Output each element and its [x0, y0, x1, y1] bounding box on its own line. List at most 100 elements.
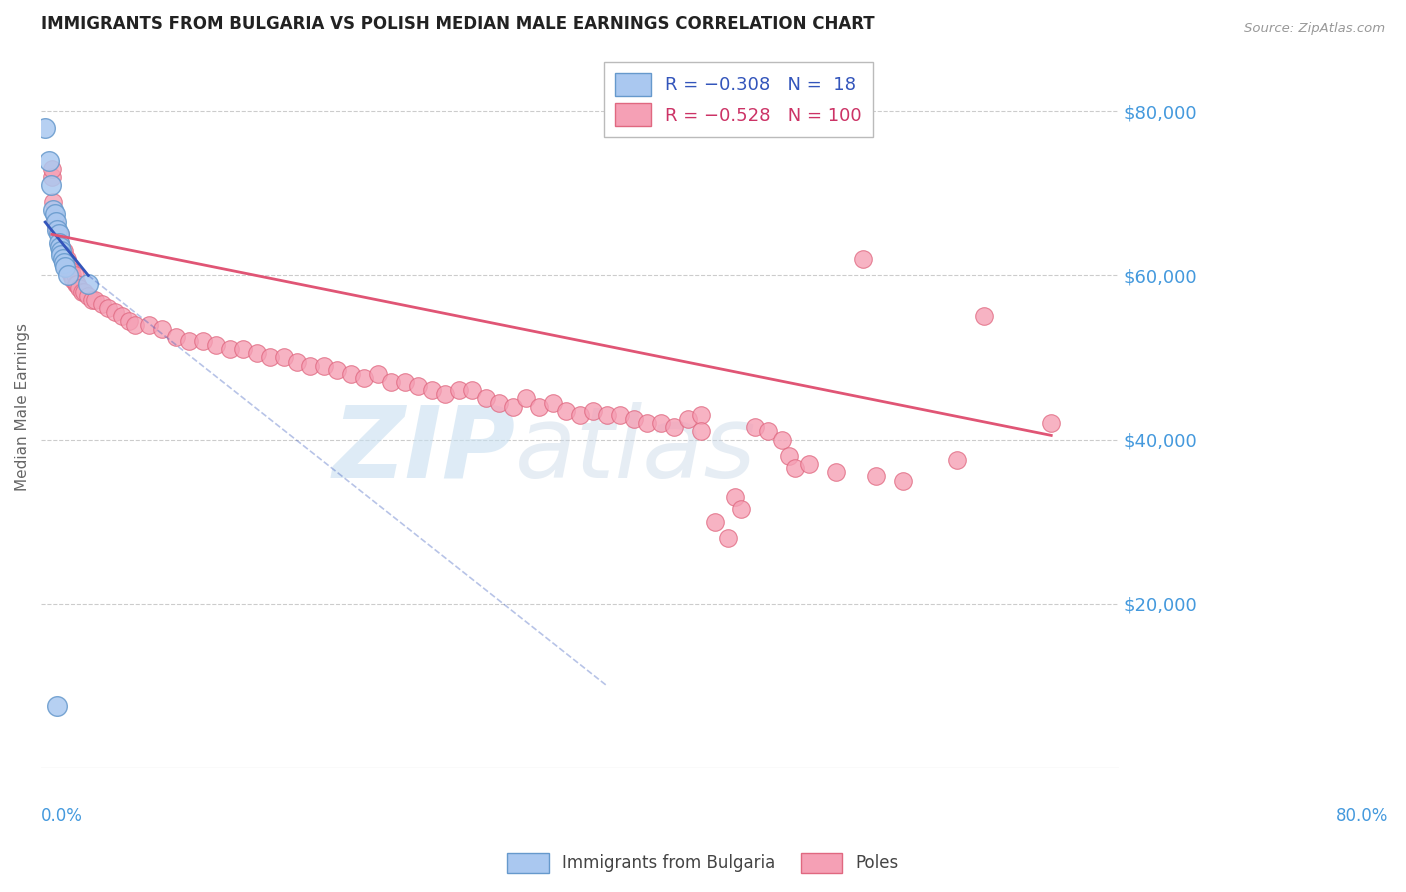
Point: [84, 293, 107, 307]
Point: [124, 318, 146, 332]
Point: [312, 359, 335, 373]
Point: [49, 235, 72, 250]
Point: [58, 260, 80, 275]
Point: [53, 260, 76, 275]
Point: [420, 384, 443, 398]
Point: [52, 244, 75, 258]
Point: [55, 252, 77, 266]
Point: [1040, 416, 1063, 430]
Point: [529, 400, 551, 414]
Point: [515, 392, 537, 406]
Point: [53, 244, 76, 258]
Point: [179, 334, 201, 348]
Point: [623, 412, 645, 426]
Point: [38, 153, 60, 168]
Point: [502, 400, 524, 414]
Text: atlas: atlas: [515, 401, 756, 499]
Point: [49, 227, 72, 242]
Point: [46, 223, 69, 237]
Point: [55, 260, 77, 275]
Point: [34, 120, 56, 135]
Point: [39, 178, 62, 193]
Point: [662, 420, 685, 434]
Point: [218, 343, 240, 357]
Point: [44, 211, 66, 225]
Point: [246, 346, 269, 360]
Point: [46, 223, 69, 237]
Point: [367, 367, 389, 381]
Point: [582, 404, 605, 418]
Point: [66, 277, 89, 291]
Point: [52, 248, 75, 262]
Point: [65, 277, 87, 291]
Point: [56, 268, 79, 283]
Point: [51, 248, 73, 262]
Point: [205, 338, 228, 352]
Text: ZIP: ZIP: [332, 401, 515, 499]
Point: [56, 256, 79, 270]
Point: [273, 351, 295, 365]
Point: [541, 395, 564, 409]
Point: [118, 313, 141, 327]
Point: [53, 252, 76, 266]
Point: [150, 322, 173, 336]
Point: [45, 215, 67, 229]
Point: [59, 264, 82, 278]
Point: [434, 387, 457, 401]
Point: [394, 375, 416, 389]
Point: [717, 531, 740, 545]
Point: [730, 502, 752, 516]
Point: [596, 408, 619, 422]
Point: [326, 363, 349, 377]
Point: [191, 334, 214, 348]
Point: [891, 474, 914, 488]
Point: [51, 244, 73, 258]
Point: [45, 219, 67, 234]
Point: [42, 194, 65, 209]
Point: [165, 330, 187, 344]
Point: [555, 404, 578, 418]
Point: [865, 469, 887, 483]
Point: [48, 227, 70, 242]
Text: IMMIGRANTS FROM BULGARIA VS POLISH MEDIAN MALE EARNINGS CORRELATION CHART: IMMIGRANTS FROM BULGARIA VS POLISH MEDIA…: [41, 15, 875, 33]
Point: [636, 416, 658, 430]
Point: [67, 281, 90, 295]
Point: [778, 449, 800, 463]
Point: [62, 272, 84, 286]
Point: [744, 420, 766, 434]
Point: [724, 490, 747, 504]
Point: [946, 453, 969, 467]
Point: [104, 305, 127, 319]
Point: [703, 515, 725, 529]
Point: [299, 359, 322, 373]
Point: [53, 252, 76, 266]
Point: [53, 256, 76, 270]
Point: [56, 260, 79, 275]
Point: [973, 310, 995, 324]
Point: [353, 371, 375, 385]
Point: [138, 318, 160, 332]
Point: [380, 375, 402, 389]
Point: [676, 412, 699, 426]
Point: [690, 425, 713, 439]
Point: [41, 161, 63, 176]
Point: [60, 268, 83, 283]
Point: [97, 301, 120, 316]
Point: [58, 264, 80, 278]
Point: [285, 354, 308, 368]
Y-axis label: Median Male Earnings: Median Male Earnings: [15, 323, 30, 491]
Point: [447, 384, 470, 398]
Point: [82, 293, 104, 307]
Point: [609, 408, 631, 422]
Point: [73, 285, 96, 299]
Text: Source: ZipAtlas.com: Source: ZipAtlas.com: [1244, 22, 1385, 36]
Point: [77, 277, 100, 291]
Point: [49, 240, 72, 254]
Point: [63, 268, 86, 283]
Point: [474, 392, 496, 406]
Legend: R = −0.308   N =  18, R = −0.528   N = 100: R = −0.308 N = 18, R = −0.528 N = 100: [603, 62, 873, 137]
Point: [53, 256, 76, 270]
Point: [650, 416, 672, 430]
Point: [340, 367, 363, 381]
Text: 0.0%: 0.0%: [41, 807, 83, 825]
